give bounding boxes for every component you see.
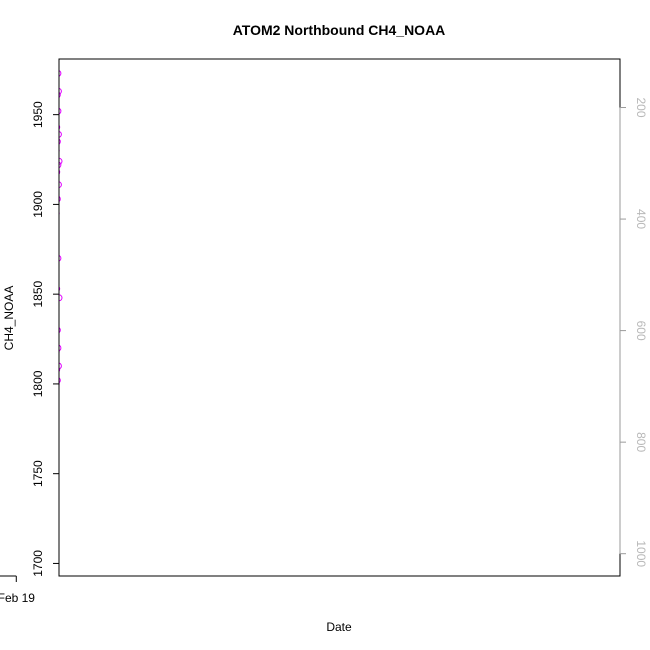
plot-area-frame [58,58,621,577]
data-point [59,91,61,98]
x-axis: Feb 11Feb 13Feb 15Feb 17Feb 19 [0,575,35,605]
left-tick-label: 1950 [31,101,45,128]
data-point [59,157,63,165]
data-point [59,138,61,145]
data-point [59,195,61,203]
left-tick-label: 1900 [31,191,45,218]
data-point [59,181,62,189]
bottom-tick-label: Feb 19 [0,591,35,605]
chart-title: ATOM2 Northbound CH4_NOAA [233,22,446,38]
data-point [59,161,62,169]
data-point [59,148,60,153]
data-point [59,254,62,262]
data-point [59,211,60,216]
right-tick-label: 200 [634,98,648,118]
data-point [59,286,61,292]
data-point [59,107,62,115]
data-point [59,349,60,354]
data-point [59,362,62,370]
right-tick-label: 1000 [634,540,648,567]
x-axis-label: Date [326,620,352,634]
left-tick-label: 1800 [31,370,45,397]
left-tick-label: 1700 [31,550,45,577]
data-point [59,294,63,302]
right-tick-label: 800 [634,432,648,452]
data-point [59,169,61,175]
left-tick-label: 1750 [31,460,45,487]
data-point [59,327,61,334]
right-y-axis: 200 400 600 800 1000 [619,98,648,567]
data-point [0,162,1,168]
left-tick-label: 1850 [31,280,45,307]
y-axis-label: CH4_NOAA [2,286,16,351]
data-point [59,366,61,373]
data-point [59,124,61,130]
data-point [59,130,62,138]
data-point [59,70,62,77]
data-point [59,176,60,179]
left-y-axis: 1700 1750 1800 1850 1900 1950 [31,101,60,577]
right-tick-label: 600 [634,321,648,341]
data-point [0,148,1,154]
data-point [59,377,61,384]
right-tick-label: 400 [634,209,648,229]
data-point [59,87,62,95]
data-point [59,344,62,352]
profile-layer [0,59,58,447]
